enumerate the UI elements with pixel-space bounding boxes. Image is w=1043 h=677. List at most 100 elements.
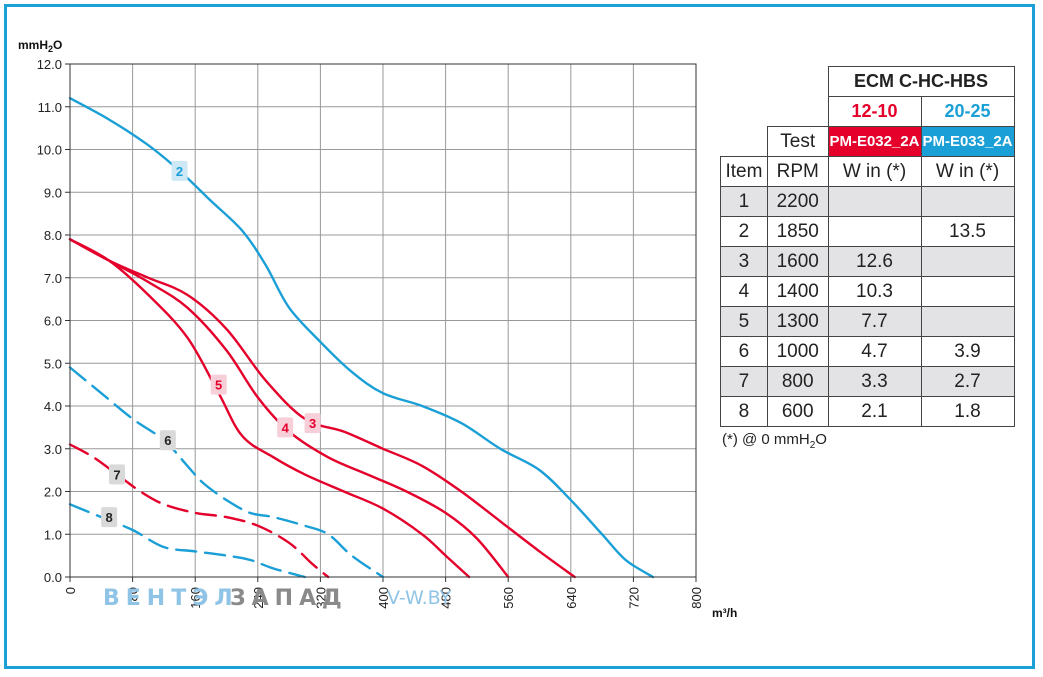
curve-5 bbox=[68, 238, 471, 579]
curve-2 bbox=[68, 97, 655, 579]
curve-label-8: 8 bbox=[106, 510, 113, 525]
y-tick-label: 5.0 bbox=[44, 356, 62, 371]
y-tick-label: 7.0 bbox=[44, 271, 62, 286]
curve-label-2: 2 bbox=[176, 164, 183, 179]
y-axis-ticks: 0.0 1.0 2.0 3.0 4.0 5.0 6.0 7.0 8.0 9.0 10.0 11.0 12… bbox=[37, 57, 70, 585]
watermark: ВЕНТЭЛ ЗАПАД V-W.BY bbox=[103, 586, 452, 611]
row-w-in-20-25: 2.7 bbox=[920, 366, 1015, 397]
y-tick-label: 1.0 bbox=[44, 527, 62, 542]
x-tick-label: 640 bbox=[564, 587, 579, 609]
grid-lines bbox=[69, 63, 697, 578]
row-rpm: 1000 bbox=[766, 336, 829, 367]
row-item: 3 bbox=[720, 246, 768, 277]
row-rpm: 1300 bbox=[766, 306, 829, 337]
row-w-in-20-25 bbox=[920, 186, 1015, 217]
row-w-in-20-25: 3.9 bbox=[920, 336, 1015, 367]
table-row: 5 1300 7.7 bbox=[720, 306, 1015, 337]
watermark-text-1: ВЕНТЭЛ bbox=[103, 586, 239, 611]
watermark-text-2: ЗАПАД bbox=[230, 586, 348, 611]
row-w-in-20-25 bbox=[920, 276, 1015, 307]
curve-label-5: 5 bbox=[215, 378, 222, 393]
x-tick-label: 0 bbox=[63, 587, 78, 594]
code-pm-e033: PM-E033_2A bbox=[920, 126, 1015, 157]
y-tick-label: 0.0 bbox=[44, 570, 62, 585]
y-tick-label: 11.0 bbox=[38, 100, 62, 115]
curve-label-box bbox=[304, 413, 321, 434]
row-item: 7 bbox=[720, 366, 768, 397]
curve-label-6: 6 bbox=[164, 433, 171, 448]
row-w-in-12-10: 4.7 bbox=[827, 336, 922, 367]
curve-4 bbox=[68, 238, 510, 579]
watermark-url: V-W.BY bbox=[387, 587, 452, 609]
row-w-in-12-10: 7.7 bbox=[827, 306, 922, 337]
curve-6 bbox=[68, 366, 385, 579]
table-row: 7 800 3.3 2.7 bbox=[720, 366, 1015, 397]
size-12-10: 12-10 bbox=[827, 96, 922, 127]
model-title: ECM C-HC-HBS bbox=[827, 66, 1015, 97]
row-rpm: 1600 bbox=[766, 246, 829, 277]
row-rpm: 2200 bbox=[766, 186, 829, 217]
y-tick-label: 10.0 bbox=[37, 143, 62, 158]
x-tick-label: 80 bbox=[126, 587, 141, 601]
row-rpm: 1850 bbox=[766, 216, 829, 247]
row-item: 8 bbox=[720, 396, 768, 427]
row-rpm: 800 bbox=[766, 366, 829, 397]
x-tick-label: 240 bbox=[251, 587, 266, 609]
curve-labels: 2 3 4 5 6 7 8 bbox=[101, 160, 321, 528]
header-rpm: RPM bbox=[766, 156, 829, 187]
row-item: 1 bbox=[720, 186, 768, 217]
header-item: Item bbox=[720, 156, 768, 187]
x-axis-ticks: 0 80 160 240 320 400 480 560 640 720 800 bbox=[63, 577, 704, 609]
y-tick-label: 8.0 bbox=[44, 228, 62, 243]
curve-label-box bbox=[210, 374, 227, 395]
row-w-in-12-10: 10.3 bbox=[827, 276, 922, 307]
table-row: 4 1400 10.3 bbox=[720, 276, 1015, 307]
row-w-in-12-10 bbox=[827, 216, 922, 247]
curve-label-box bbox=[171, 160, 188, 181]
table-footnote: (*) @ 0 mmH2O bbox=[722, 431, 827, 451]
x-tick-label: 160 bbox=[188, 587, 203, 609]
y-axis-unit: mmH2O bbox=[18, 38, 62, 54]
row-item: 5 bbox=[720, 306, 768, 337]
curve-label-3: 3 bbox=[309, 416, 316, 431]
row-w-in-20-25: 13.5 bbox=[920, 216, 1015, 247]
fan-spec-table: ECM C-HC-HBS 12-10 20-25 Test PM-E032_2A… bbox=[720, 66, 1015, 427]
x-tick-label: 800 bbox=[689, 587, 704, 609]
row-rpm: 600 bbox=[766, 396, 829, 427]
row-w-in-12-10: 12.6 bbox=[827, 246, 922, 277]
curve-3 bbox=[68, 238, 576, 579]
table-row: 8 600 2.1 1.8 bbox=[720, 396, 1015, 427]
code-pm-e032: PM-E032_2A bbox=[827, 126, 922, 157]
row-item: 4 bbox=[720, 276, 768, 307]
curve-label-box bbox=[277, 417, 294, 438]
y-tick-label: 4.0 bbox=[44, 399, 62, 414]
y-tick-label: 9.0 bbox=[44, 185, 62, 200]
x-tick-label: 400 bbox=[376, 587, 391, 609]
x-tick-label: 720 bbox=[626, 587, 641, 609]
table-row: 2 1850 13.5 bbox=[720, 216, 1015, 247]
plot-frame bbox=[69, 63, 697, 578]
table-row: 3 1600 12.6 bbox=[720, 246, 1015, 277]
table-row: 6 1000 4.7 3.9 bbox=[720, 336, 1015, 367]
header-w-in-12-10: W in (*) bbox=[827, 156, 922, 187]
y-tick-label: 2.0 bbox=[44, 485, 62, 500]
row-w-in-12-10: 3.3 bbox=[827, 366, 922, 397]
curve-label-4: 4 bbox=[282, 420, 290, 435]
row-item: 6 bbox=[720, 336, 768, 367]
y-tick-label: 12.0 bbox=[37, 57, 62, 72]
x-tick-label: 320 bbox=[313, 587, 328, 609]
curves bbox=[68, 97, 655, 579]
curve-label-box bbox=[101, 507, 118, 528]
row-w-in-20-25 bbox=[920, 246, 1015, 277]
curve-label-box bbox=[108, 464, 125, 485]
y-tick-label: 6.0 bbox=[44, 314, 62, 329]
row-item: 2 bbox=[720, 216, 768, 247]
x-tick-label: 480 bbox=[439, 587, 454, 609]
y-tick-label: 3.0 bbox=[44, 442, 62, 457]
x-axis-unit: m³/h bbox=[712, 606, 737, 620]
header-w-in-20-25: W in (*) bbox=[920, 156, 1015, 187]
row-w-in-20-25 bbox=[920, 306, 1015, 337]
image-border bbox=[4, 4, 1035, 669]
row-rpm: 1400 bbox=[766, 276, 829, 307]
